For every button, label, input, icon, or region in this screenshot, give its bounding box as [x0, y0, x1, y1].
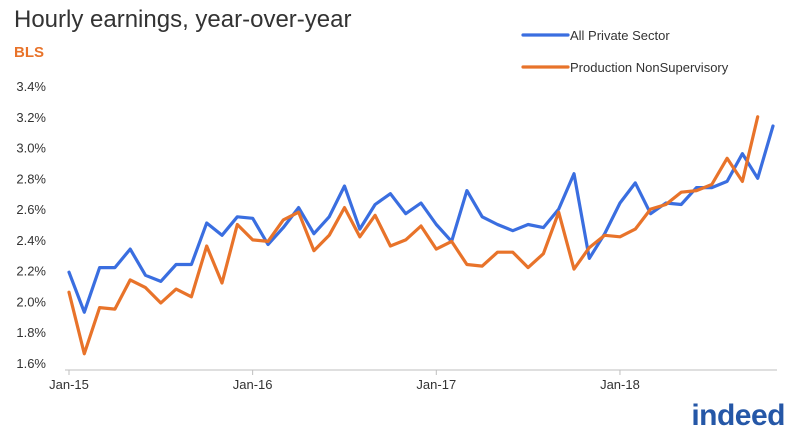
series-line-all-private-sector — [67, 124, 775, 314]
series-lines — [67, 115, 775, 356]
y-tick-label: 3.0% — [16, 141, 46, 156]
chart-title: Hourly earnings, year-over-year — [14, 6, 352, 33]
legend-label: All Private Sector — [570, 28, 670, 43]
series-line-production-nonsupervisory — [67, 115, 760, 356]
y-tick-label: 1.8% — [16, 325, 46, 340]
y-axis-ticks: 1.6% 1.8% 2.0% 2.2% 2.4% 2.6% 2.8% 3.0% 3.2% 3.4% — [16, 79, 46, 371]
y-tick-label: 2.2% — [16, 264, 46, 279]
x-tick-label: Jan-16 — [233, 377, 273, 392]
y-tick-label: 2.4% — [16, 233, 46, 248]
y-tick-label: 1.6% — [16, 356, 46, 371]
y-tick-label: 2.6% — [16, 202, 46, 217]
x-axis-ticks: Jan-15 Jan-16 Jan-17 Jan-18 — [49, 370, 640, 392]
x-tick-label: Jan-18 — [600, 377, 640, 392]
y-tick-label: 3.4% — [16, 79, 46, 94]
x-tick-label: Jan-17 — [416, 377, 456, 392]
legend-label: Production NonSupervisory — [570, 60, 729, 75]
legend: All Private Sector Production NonSupervis… — [521, 28, 729, 75]
indeed-logo: indeed — [691, 399, 785, 432]
x-tick-label: Jan-15 — [49, 377, 89, 392]
y-tick-label: 3.2% — [16, 110, 46, 125]
y-tick-label: 2.0% — [16, 294, 46, 309]
y-tick-label: 2.8% — [16, 171, 46, 186]
source-label: BLS — [14, 44, 44, 61]
